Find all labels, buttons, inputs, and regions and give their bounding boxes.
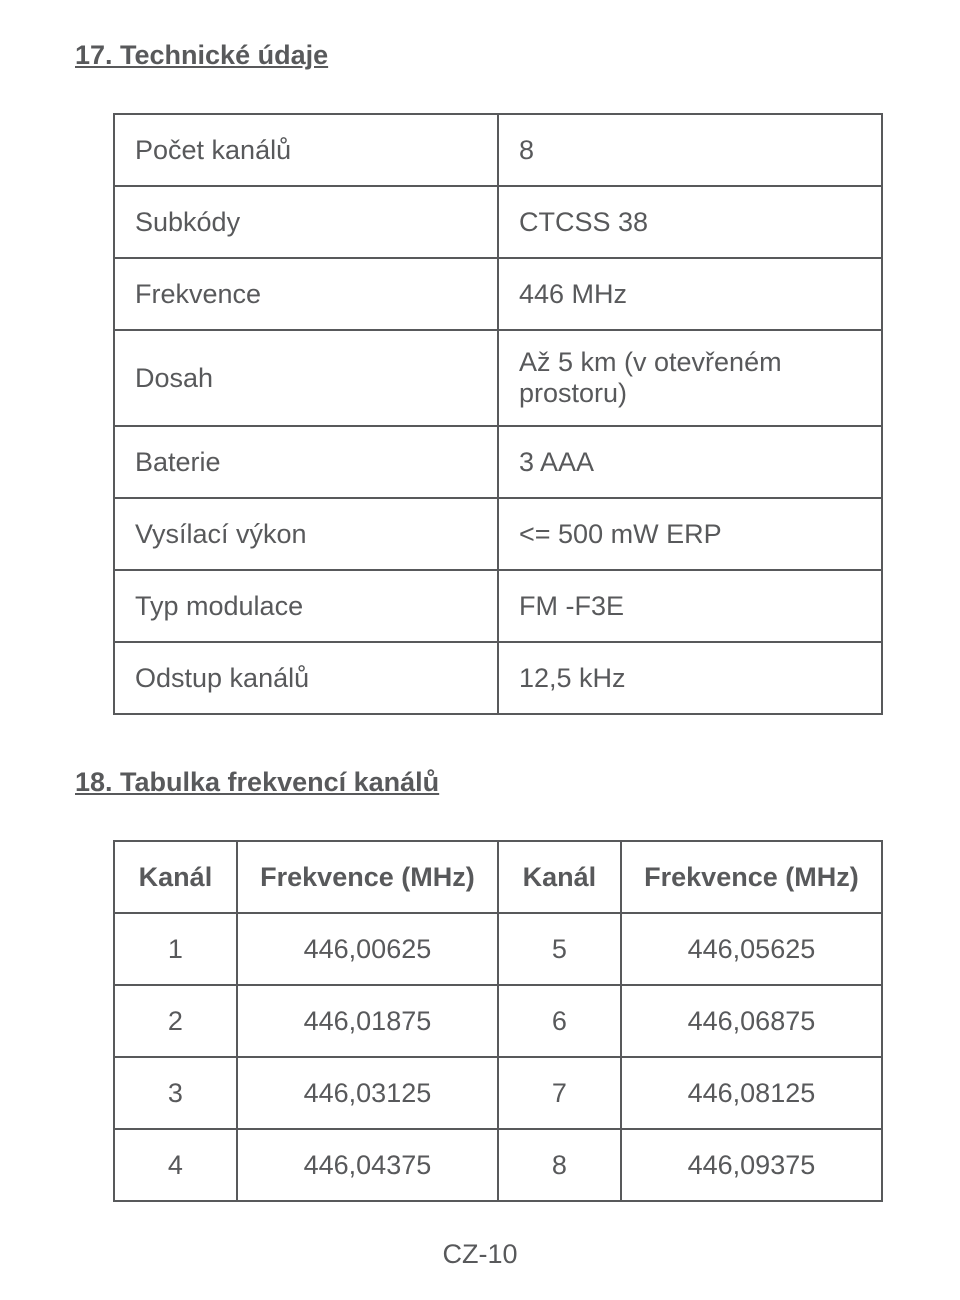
channel-frequency: 446,08125 [621, 1057, 882, 1129]
spec-label: Počet kanálů [114, 114, 498, 186]
table-row: Baterie 3 AAA [114, 426, 882, 498]
table-row: 3 446,03125 7 446,08125 [114, 1057, 882, 1129]
table-row: 4 446,04375 8 446,09375 [114, 1129, 882, 1201]
section-18-heading: 18. Tabulka frekvencí kanálů [75, 767, 885, 798]
spec-value: 446 MHz [498, 258, 882, 330]
channel-frequency: 446,04375 [237, 1129, 498, 1201]
table-row: Vysílací výkon <= 500 mW ERP [114, 498, 882, 570]
column-header: Frekvence (MHz) [621, 841, 882, 913]
channel-number: 8 [498, 1129, 621, 1201]
channel-frequency: 446,01875 [237, 985, 498, 1057]
spec-value: 8 [498, 114, 882, 186]
channel-frequency: 446,00625 [237, 913, 498, 985]
column-header: Frekvence (MHz) [237, 841, 498, 913]
channel-frequency: 446,03125 [237, 1057, 498, 1129]
spec-label: Typ modulace [114, 570, 498, 642]
column-header: Kanál [114, 841, 237, 913]
spec-label: Odstup kanálů [114, 642, 498, 714]
channel-number: 5 [498, 913, 621, 985]
channel-frequency-table: Kanál Frekvence (MHz) Kanál Frekvence (M… [113, 840, 883, 1202]
table-row: Typ modulace FM -F3E [114, 570, 882, 642]
spec-label: Frekvence [114, 258, 498, 330]
table-row: 1 446,00625 5 446,05625 [114, 913, 882, 985]
spec-value: Až 5 km (v otevřeném prostoru) [498, 330, 882, 426]
spec-value: 3 AAA [498, 426, 882, 498]
table-row: Počet kanálů 8 [114, 114, 882, 186]
table-header-row: Kanál Frekvence (MHz) Kanál Frekvence (M… [114, 841, 882, 913]
spec-value: <= 500 mW ERP [498, 498, 882, 570]
table-row: Frekvence 446 MHz [114, 258, 882, 330]
channel-number: 2 [114, 985, 237, 1057]
channel-number: 1 [114, 913, 237, 985]
spec-label: Baterie [114, 426, 498, 498]
spec-value: CTCSS 38 [498, 186, 882, 258]
channel-frequency: 446,09375 [621, 1129, 882, 1201]
table-row: Dosah Až 5 km (v otevřeném prostoru) [114, 330, 882, 426]
column-header: Kanál [498, 841, 621, 913]
channel-number: 4 [114, 1129, 237, 1201]
spec-label: Dosah [114, 330, 498, 426]
table-row: 2 446,01875 6 446,06875 [114, 985, 882, 1057]
channel-frequency: 446,06875 [621, 985, 882, 1057]
channel-number: 6 [498, 985, 621, 1057]
technical-spec-table: Počet kanálů 8 Subkódy CTCSS 38 Frekvenc… [113, 113, 883, 715]
spec-label: Vysílací výkon [114, 498, 498, 570]
channel-number: 3 [114, 1057, 237, 1129]
page-number: CZ-10 [0, 1239, 960, 1270]
spec-label: Subkódy [114, 186, 498, 258]
spec-value: 12,5 kHz [498, 642, 882, 714]
table-row: Subkódy CTCSS 38 [114, 186, 882, 258]
table-row: Odstup kanálů 12,5 kHz [114, 642, 882, 714]
section-17-heading: 17. Technické údaje [75, 40, 885, 71]
spec-value: FM -F3E [498, 570, 882, 642]
channel-frequency: 446,05625 [621, 913, 882, 985]
channel-number: 7 [498, 1057, 621, 1129]
